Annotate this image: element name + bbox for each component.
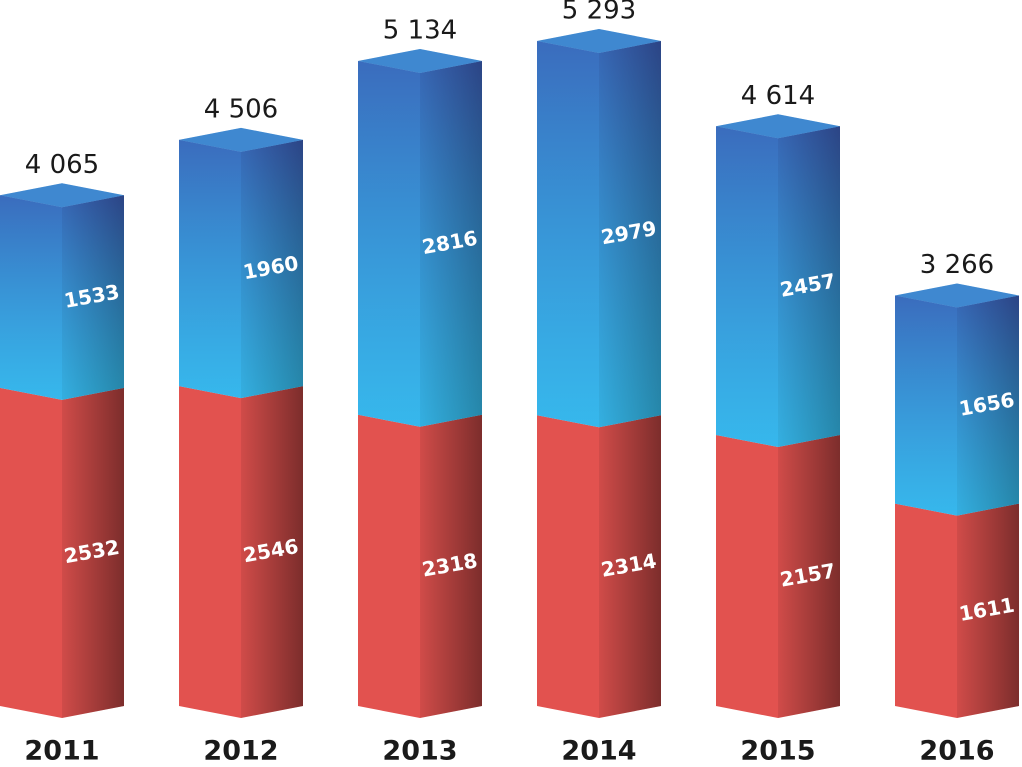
bar-face-left — [716, 434, 778, 718]
bar-segment — [0, 387, 124, 718]
bar-face-tint — [358, 60, 482, 427]
total-label: 3 266 — [920, 250, 994, 280]
x-tick-label: 2014 — [561, 736, 636, 767]
bar-top — [895, 283, 1019, 308]
bar-face-left — [358, 414, 420, 718]
bar-face-left — [895, 503, 957, 718]
bar-top-shade — [716, 114, 840, 139]
bar-face-tint — [179, 139, 303, 399]
bar-segment — [537, 415, 661, 718]
bar-top — [716, 114, 840, 139]
bar-segment — [0, 195, 124, 400]
x-tick-label: 2015 — [740, 736, 815, 767]
x-tick-label: 2013 — [382, 736, 457, 767]
bar-top — [537, 29, 661, 53]
bar-segment — [358, 414, 482, 718]
total-label: 5 134 — [383, 15, 457, 45]
bar-segment — [358, 60, 482, 427]
bar-top — [0, 183, 124, 208]
bar-face-shade — [62, 387, 124, 718]
bar-face-tint — [716, 126, 840, 447]
bar-segment — [716, 126, 840, 447]
bar-segment — [179, 386, 303, 718]
bar-top-shade — [358, 48, 482, 73]
bar-segment — [895, 503, 1019, 718]
bar-segment — [716, 434, 840, 718]
total-label: 4 614 — [741, 81, 815, 111]
bar-face-tint — [895, 295, 1019, 516]
x-tick-label: 2011 — [24, 736, 99, 767]
bar-face-shade — [241, 386, 303, 718]
bar-face-left — [0, 387, 62, 718]
bar-top-shade — [895, 283, 1019, 308]
bar-face-left — [537, 415, 599, 718]
bar-face-shade — [420, 414, 482, 718]
bar-face-tint — [0, 195, 124, 400]
total-label: 4 506 — [204, 94, 278, 124]
bar-face-shade — [778, 434, 840, 718]
bar-top — [358, 48, 482, 73]
total-label: 4 065 — [25, 150, 99, 180]
bar-top-shade — [0, 183, 124, 208]
total-label: 5 293 — [562, 0, 636, 26]
bar-segment — [895, 295, 1019, 516]
x-tick-label: 2016 — [919, 736, 994, 767]
x-tick-label: 2012 — [203, 736, 278, 767]
bar-face-shade — [599, 415, 661, 718]
bar-top — [179, 127, 303, 152]
bar-top-shade — [179, 127, 303, 152]
bar-top-shade — [537, 29, 661, 53]
bar-face-shade — [957, 503, 1019, 718]
bar-segment — [537, 41, 661, 428]
bar-segment — [179, 139, 303, 399]
bar-face-left — [179, 386, 241, 718]
bar-face-tint — [537, 41, 661, 428]
